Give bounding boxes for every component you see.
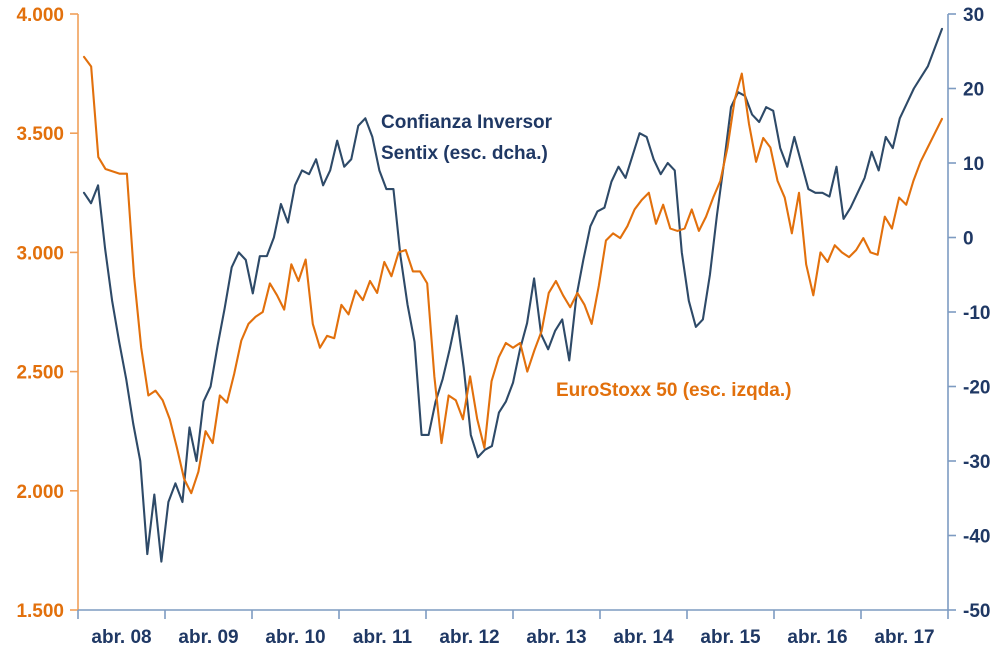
right-axis-tick-label: -10: [963, 303, 990, 324]
right-axis-tick-label: -20: [963, 378, 990, 399]
left-axis-tick-label: 1.500: [16, 601, 64, 622]
x-axis-tick-label: abr. 11: [353, 627, 413, 648]
sentix-confidence-line: [82, 27, 944, 563]
eurostoxx-label: EuroStoxx 50 (esc. izqda.): [556, 380, 791, 401]
left-axis-tick-label: 2.000: [16, 482, 64, 503]
right-axis-tick-label: -50: [963, 601, 990, 622]
left-axis-tick-label: 4.000: [16, 5, 64, 26]
x-axis-tick-label: abr. 17: [874, 627, 934, 648]
x-axis-tick-label: abr. 12: [439, 627, 499, 648]
left-axis-tick-label: 2.500: [16, 363, 64, 384]
eurostoxx-50-line: [82, 55, 944, 495]
x-axis-tick-label: abr. 13: [526, 627, 586, 648]
right-axis-tick-label: 0: [963, 229, 974, 250]
left-axis-tick-label: 3.500: [16, 124, 64, 145]
x-axis-tick-label: abr. 16: [787, 627, 847, 648]
left-axis-tick-label: 3.000: [16, 243, 64, 264]
right-axis-tick-label: 20: [963, 80, 984, 101]
x-axis: abr. 08 abr. 09 abr. 10 abr. 11 abr. 12 abr. …: [77, 609, 949, 648]
sentix-annotation: Confianza Inversor Sentix (esc. dcha.): [381, 112, 553, 164]
x-axis-tick-label: abr. 14: [613, 627, 674, 648]
right-axis: -50 -40 -30 -20 -10 0 10 20 30: [947, 5, 990, 622]
sentix-label-line1: Confianza Inversor: [381, 112, 553, 133]
x-axis-tick-label: abr. 10: [265, 627, 325, 648]
right-axis-tick-label: -30: [963, 452, 990, 473]
sentix-label-line2: Sentix (esc. dcha.): [381, 143, 548, 164]
right-axis-tick-label: 30: [963, 5, 984, 26]
right-axis-tick-label: 10: [963, 154, 984, 175]
eurostoxx-annotation: EuroStoxx 50 (esc. izqda.): [556, 380, 791, 401]
series-lines: [82, 27, 944, 563]
left-axis: 1.500 2.000 2.500 3.000 3.500 4.000: [16, 5, 79, 622]
x-axis-tick-label: abr. 15: [700, 627, 761, 648]
right-axis-tick-label: -40: [963, 527, 990, 548]
x-axis-tick-label: abr. 09: [178, 627, 238, 648]
x-axis-tick-label: abr. 08: [91, 627, 151, 648]
